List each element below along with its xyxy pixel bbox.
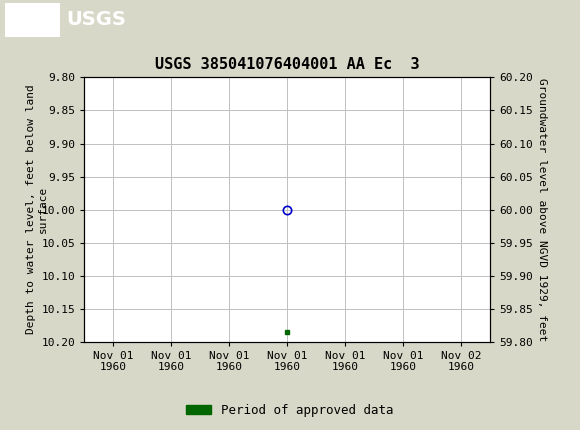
Text: USGS: USGS [67,10,126,30]
Legend: Period of approved data: Period of approved data [181,399,399,421]
Title: USGS 385041076404001 AA Ec  3: USGS 385041076404001 AA Ec 3 [155,57,419,72]
Y-axis label: Depth to water level, feet below land
surface: Depth to water level, feet below land su… [26,85,48,335]
Y-axis label: Groundwater level above NGVD 1929, feet: Groundwater level above NGVD 1929, feet [537,78,547,341]
Bar [5,3,60,37]
